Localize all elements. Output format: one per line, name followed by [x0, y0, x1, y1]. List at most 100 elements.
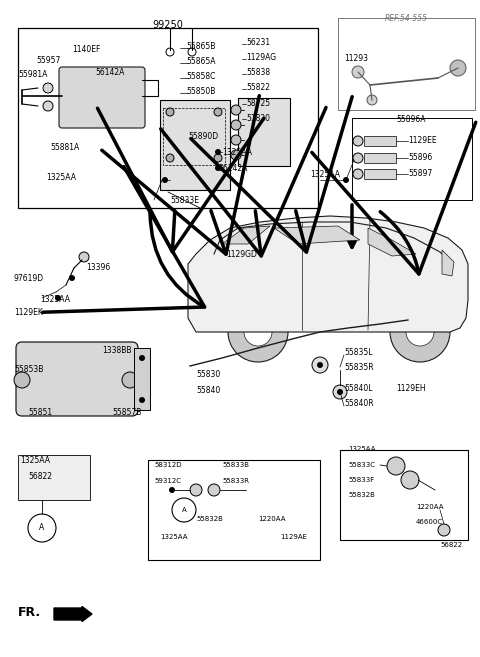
Circle shape	[166, 108, 174, 116]
Circle shape	[343, 177, 349, 183]
Circle shape	[231, 135, 241, 145]
Text: 1140EF: 1140EF	[72, 45, 100, 54]
Text: 55890D: 55890D	[188, 132, 218, 141]
Polygon shape	[368, 228, 416, 256]
Text: 56822: 56822	[440, 542, 462, 548]
Text: 1325AA: 1325AA	[20, 456, 50, 465]
Text: 97619D: 97619D	[14, 274, 44, 283]
Bar	[18, 455, 90, 500]
Text: A: A	[181, 507, 186, 513]
Text: 1325AA: 1325AA	[222, 148, 252, 157]
Text: 55840R: 55840R	[344, 399, 373, 408]
Text: 1129EH: 1129EH	[396, 384, 426, 393]
Circle shape	[43, 101, 53, 111]
Circle shape	[317, 362, 323, 368]
Text: 55840: 55840	[196, 386, 220, 395]
Circle shape	[353, 136, 363, 146]
Circle shape	[55, 295, 61, 301]
Text: 58312D: 58312D	[154, 462, 181, 468]
Text: 55822: 55822	[246, 83, 270, 92]
Circle shape	[231, 105, 241, 115]
Text: 1129AG: 1129AG	[246, 53, 276, 62]
Text: 55832B: 55832B	[348, 492, 375, 498]
Circle shape	[390, 302, 450, 362]
Circle shape	[438, 524, 450, 536]
Circle shape	[172, 498, 196, 522]
Circle shape	[353, 169, 363, 179]
Text: 55857B: 55857B	[112, 408, 142, 417]
Bar	[134, 348, 150, 410]
Circle shape	[139, 397, 145, 403]
Text: 1325AA: 1325AA	[40, 295, 70, 304]
Text: 59312C: 59312C	[154, 478, 181, 484]
Text: REF.54-555: REF.54-555	[384, 14, 428, 23]
Circle shape	[166, 154, 174, 162]
Text: 1220AA: 1220AA	[416, 504, 444, 510]
Circle shape	[401, 471, 419, 489]
Text: 55896A: 55896A	[396, 115, 426, 124]
Circle shape	[215, 149, 221, 155]
Text: 55835R: 55835R	[344, 363, 373, 372]
Text: 55833R: 55833R	[222, 478, 249, 484]
Text: 1325AA: 1325AA	[160, 534, 188, 540]
Bar	[238, 98, 290, 166]
Text: 11293: 11293	[344, 54, 368, 63]
Text: A: A	[39, 524, 45, 533]
Circle shape	[166, 48, 174, 56]
Text: 51820: 51820	[246, 114, 270, 123]
Bar	[163, 108, 225, 165]
Text: 1220AA: 1220AA	[258, 516, 286, 522]
Circle shape	[333, 385, 347, 399]
Circle shape	[367, 95, 377, 105]
Circle shape	[215, 165, 221, 171]
Polygon shape	[222, 226, 270, 244]
Circle shape	[208, 484, 220, 496]
Text: 55833B: 55833B	[222, 462, 249, 468]
Circle shape	[244, 318, 272, 346]
Circle shape	[214, 108, 222, 116]
Circle shape	[14, 372, 30, 388]
Text: 99250: 99250	[153, 20, 183, 30]
Text: 1129EE: 1129EE	[408, 136, 437, 145]
Circle shape	[353, 153, 363, 163]
Bar	[352, 118, 472, 200]
Text: 55833E: 55833E	[170, 196, 199, 205]
FancyArrow shape	[54, 606, 92, 622]
Text: 55897: 55897	[408, 169, 432, 178]
Text: FR.: FR.	[18, 606, 41, 619]
Text: 55838: 55838	[246, 68, 270, 77]
Text: 55830: 55830	[196, 370, 220, 379]
Bar	[148, 460, 320, 560]
Circle shape	[406, 318, 434, 346]
Circle shape	[43, 83, 53, 93]
Text: 55832B: 55832B	[196, 516, 223, 522]
Text: 1129GD: 1129GD	[226, 250, 257, 259]
Circle shape	[231, 150, 241, 160]
Bar	[340, 450, 468, 540]
Text: 46600C: 46600C	[416, 519, 443, 525]
FancyBboxPatch shape	[16, 342, 138, 416]
Circle shape	[122, 372, 138, 388]
Text: 55881A: 55881A	[50, 143, 79, 152]
Circle shape	[69, 275, 75, 281]
Bar	[364, 136, 396, 146]
Text: 1325AA: 1325AA	[46, 173, 76, 182]
Circle shape	[228, 302, 288, 362]
Bar	[18, 28, 318, 208]
Text: 1325AA: 1325AA	[348, 446, 375, 452]
Text: 55853B: 55853B	[14, 365, 43, 374]
Text: 56142A: 56142A	[218, 164, 247, 173]
Polygon shape	[442, 250, 454, 276]
Text: 55835L: 55835L	[344, 348, 372, 357]
Circle shape	[450, 60, 466, 76]
Text: 55865A: 55865A	[186, 57, 216, 66]
Text: 55957: 55957	[36, 56, 60, 65]
Text: 58725: 58725	[246, 99, 270, 108]
Text: 55851: 55851	[28, 408, 52, 417]
Circle shape	[188, 48, 196, 56]
Polygon shape	[274, 226, 360, 244]
Text: 55865B: 55865B	[186, 42, 216, 51]
Text: 1129AE: 1129AE	[280, 534, 307, 540]
Text: 56822: 56822	[28, 472, 52, 481]
Circle shape	[231, 120, 241, 130]
